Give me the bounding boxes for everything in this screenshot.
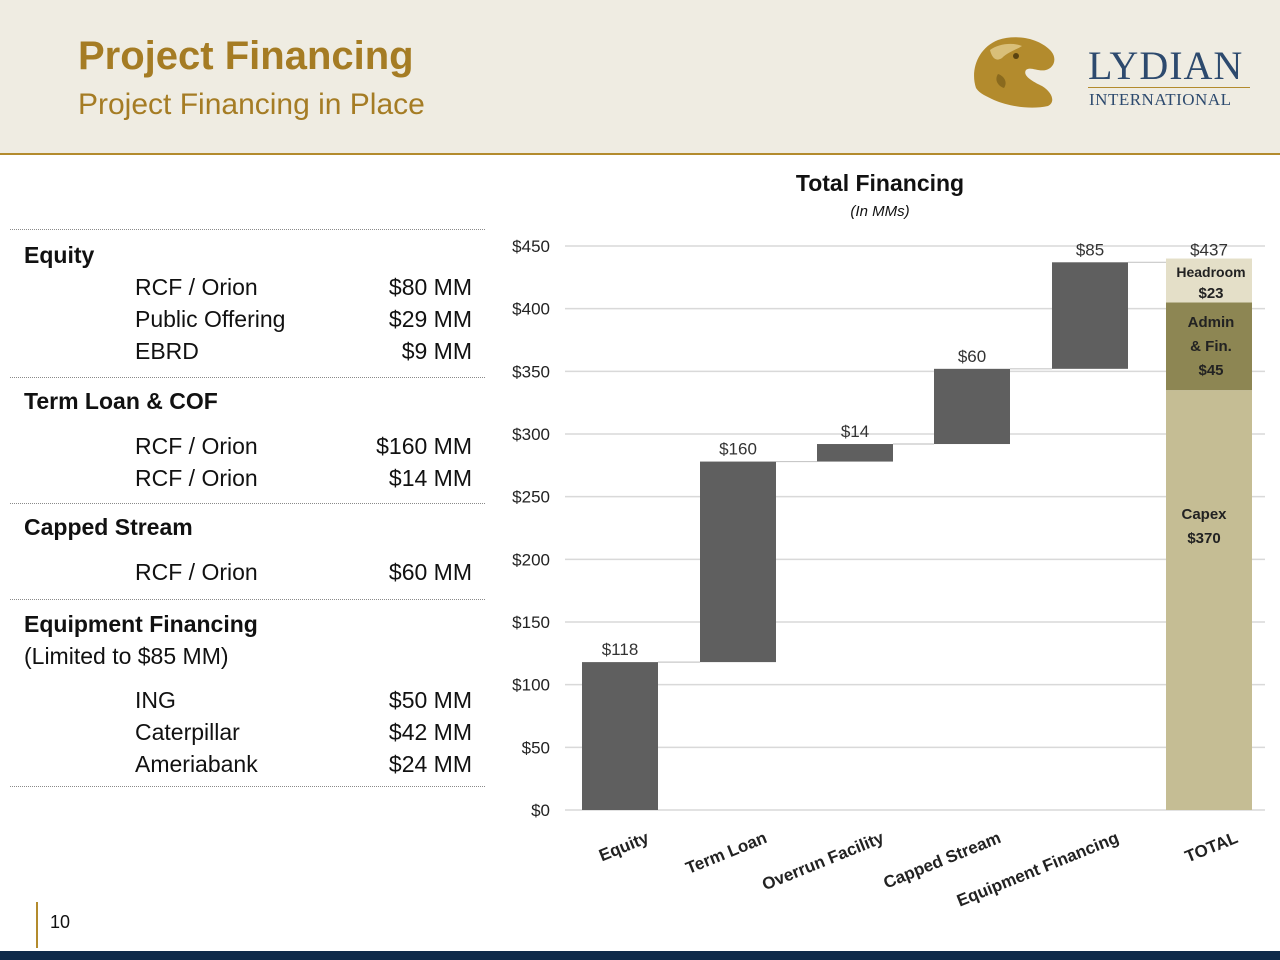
x-tick-label: Term Loan bbox=[683, 828, 770, 878]
lydian-lion-logo-icon bbox=[974, 37, 1055, 108]
segment-label: Capex bbox=[1181, 506, 1227, 523]
list-item-amount: $60 MM bbox=[388, 559, 472, 585]
page-number-rule bbox=[36, 902, 38, 948]
list-item-label: RCF / Orion bbox=[135, 465, 258, 491]
list-item-label: Caterpillar bbox=[135, 719, 240, 745]
y-tick-label: $350 bbox=[512, 362, 550, 381]
list-item-amount: $24 MM bbox=[388, 751, 472, 777]
divider bbox=[10, 599, 485, 600]
page-number: 10 bbox=[50, 912, 71, 932]
x-tick-label: TOTAL bbox=[1182, 828, 1240, 866]
section-note-equipment: (Limited to $85 MM) bbox=[24, 643, 229, 669]
bar bbox=[700, 461, 776, 663]
list-item-amount: $14 MM bbox=[388, 465, 472, 491]
total-segment bbox=[1166, 258, 1252, 303]
section-heading-equipment: Equipment Financing bbox=[24, 611, 258, 637]
logo-rule bbox=[1088, 87, 1250, 88]
section-heading-term-loan: Term Loan & COF bbox=[24, 388, 218, 414]
y-tick-label: $450 bbox=[512, 237, 550, 256]
list-item-label: RCF / Orion bbox=[135, 433, 258, 459]
list-item-amount: $9 MM bbox=[401, 338, 472, 364]
list-item-label: Public Offering bbox=[135, 306, 286, 332]
divider bbox=[10, 786, 485, 787]
segment-label: & Fin. bbox=[1190, 338, 1232, 355]
y-tick-label: $400 bbox=[512, 300, 550, 319]
logo-wordmark: LYDIAN bbox=[1088, 43, 1244, 88]
chart-subtitle: (In MMs) bbox=[850, 203, 910, 220]
list-item-label: ING bbox=[135, 687, 176, 713]
list-item-label: RCF / Orion bbox=[135, 559, 258, 585]
y-tick-label: $50 bbox=[522, 738, 550, 757]
segment-label: Admin bbox=[1188, 314, 1235, 331]
page-title: Project Financing bbox=[78, 34, 414, 78]
section-heading-equity: Equity bbox=[24, 242, 95, 268]
chart-title: Total Financing bbox=[795, 170, 965, 196]
list-item-label: RCF / Orion bbox=[135, 274, 258, 300]
y-tick-label: $200 bbox=[512, 550, 550, 569]
list-item-amount: $50 MM bbox=[388, 687, 472, 713]
data-label: $437 bbox=[1190, 241, 1228, 260]
bar bbox=[582, 662, 658, 810]
x-tick-label: Overrun Facility bbox=[759, 828, 887, 894]
total-segment bbox=[1166, 390, 1252, 810]
bar bbox=[817, 444, 893, 462]
y-tick-label: $300 bbox=[512, 425, 550, 444]
page-subtitle: Project Financing in Place bbox=[78, 88, 425, 121]
divider bbox=[10, 503, 485, 504]
bar bbox=[934, 368, 1010, 445]
segment-label: Headroom bbox=[1176, 264, 1245, 280]
data-label: $60 bbox=[958, 347, 986, 366]
section-heading-capped-stream: Capped Stream bbox=[24, 514, 193, 540]
list-item-label: EBRD bbox=[135, 338, 199, 364]
list-item-label: Ameriabank bbox=[135, 751, 258, 777]
y-tick-label: $250 bbox=[512, 488, 550, 507]
data-label: $160 bbox=[719, 440, 757, 459]
x-tick-label: Equity bbox=[596, 828, 652, 865]
bar bbox=[1052, 262, 1128, 369]
list-item-amount: $29 MM bbox=[388, 306, 472, 332]
waterfall-chart: $0 $50 $100 $150 $200 $250 $300 $350 $400 $450 $11… bbox=[512, 237, 1265, 910]
y-tick-label: $0 bbox=[531, 801, 550, 820]
header-band: Project Financing Project Financing in P… bbox=[0, 0, 1280, 155]
segment-label: $370 bbox=[1187, 530, 1220, 547]
list-item-amount: $80 MM bbox=[388, 274, 472, 300]
y-tick-label: $100 bbox=[512, 676, 550, 695]
segment-label: $45 bbox=[1198, 362, 1223, 379]
total-segment bbox=[1166, 302, 1252, 391]
list-item-amount: $160 MM bbox=[376, 433, 472, 459]
y-tick-label: $150 bbox=[512, 613, 550, 632]
footer-bar bbox=[0, 951, 1280, 960]
divider bbox=[10, 229, 485, 230]
data-label: $118 bbox=[602, 640, 639, 659]
data-label: $14 bbox=[841, 422, 869, 441]
list-item-amount: $42 MM bbox=[388, 719, 472, 745]
data-label: $85 bbox=[1076, 240, 1104, 259]
divider bbox=[10, 377, 485, 378]
logo-subwordmark: INTERNATIONAL bbox=[1089, 90, 1232, 109]
segment-label: $23 bbox=[1198, 285, 1223, 302]
